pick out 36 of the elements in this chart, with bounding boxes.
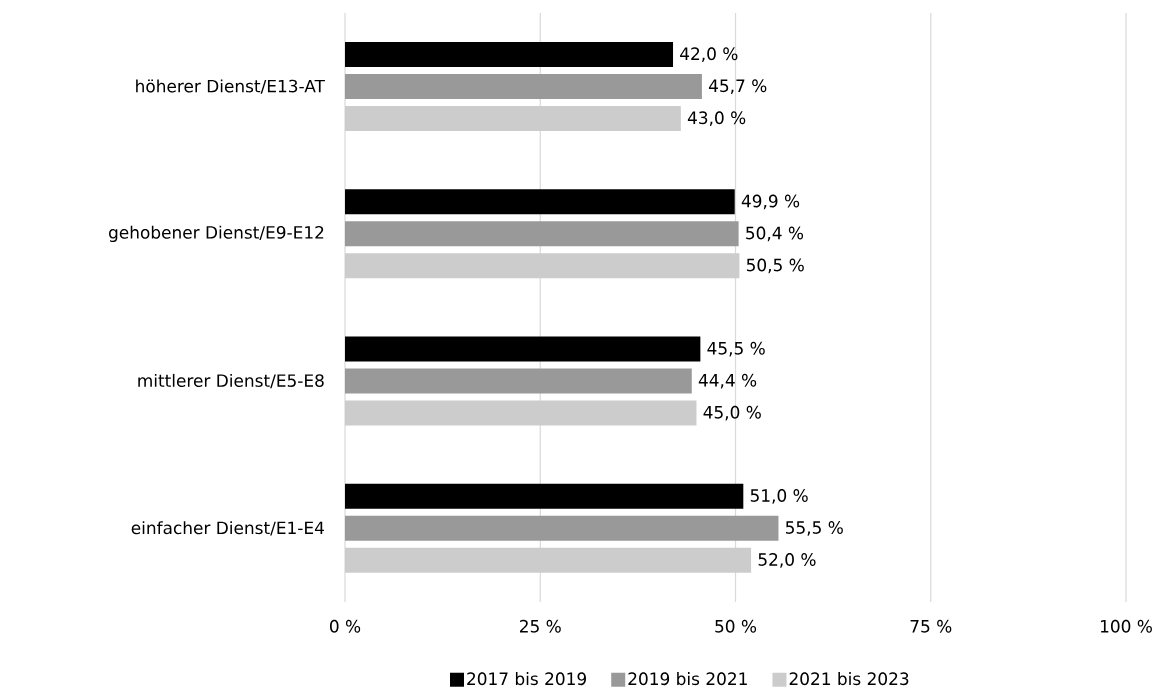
x-tick-label: 100 % (1100, 619, 1152, 633)
x-tick-label: 50 % (715, 619, 757, 633)
bar (345, 221, 739, 247)
data-label: 55,5 % (785, 521, 843, 536)
data-label: 49,9 % (741, 194, 800, 210)
bar (345, 189, 735, 215)
legend-label: 2019 bis 2021 (628, 672, 747, 686)
x-tick-label: 75 % (910, 619, 952, 633)
data-label: 50,4 % (746, 226, 804, 242)
data-label: 52,0 % (758, 553, 816, 568)
data-label: 51,0 % (750, 489, 808, 504)
bar (345, 106, 681, 132)
x-tick-label: 0 % (329, 619, 361, 633)
y-tick-label: höherer Dienst/E13-AT (136, 79, 325, 94)
bar (345, 253, 740, 279)
bar (345, 483, 744, 509)
data-label: 50,5 % (746, 258, 804, 274)
y-tick-label: gehobener Dienst/E9-E12 (109, 225, 324, 243)
data-label: 42,0 % (680, 47, 738, 62)
bar (345, 336, 701, 362)
data-label: 45,5 % (707, 341, 765, 357)
legend-label: 2021 bis 2023 (789, 672, 909, 686)
bar (345, 368, 692, 394)
data-label: 44,4 % (698, 373, 757, 389)
bar (345, 42, 674, 68)
legend-label: 2017 bis 2019 (467, 672, 586, 686)
bar (345, 547, 752, 573)
data-label: 45,7 % (708, 79, 767, 94)
bar (345, 74, 702, 100)
y-tick-label: einfacher Dienst/E1-E4 (131, 521, 324, 536)
bar (345, 400, 697, 426)
x-tick-label: 25 % (519, 619, 561, 633)
y-tick-label: mittlerer Dienst/E5-E8 (138, 373, 324, 389)
bar (345, 515, 779, 541)
data-label: 45,0 % (703, 405, 761, 421)
data-label: 43,0 % (687, 111, 746, 126)
